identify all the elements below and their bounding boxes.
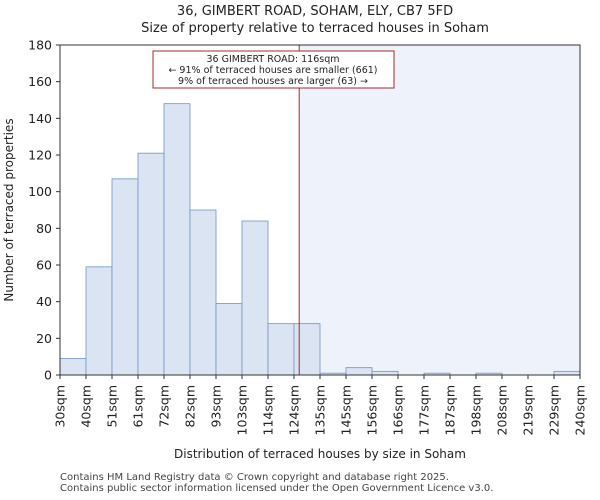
bar: [215, 303, 243, 376]
bar: [85, 266, 113, 376]
y-tick-label: 40: [36, 294, 52, 309]
y-tick-label: 180: [28, 38, 52, 53]
x-tick-label: 166sqm: [391, 385, 406, 435]
annotation-box: 36 GIMBERT ROAD: 116sqm ← 91% of terrace…: [152, 50, 395, 89]
bar: [371, 370, 399, 376]
x-tick-label: 187sqm: [443, 385, 458, 435]
x-tick-label: 114sqm: [261, 385, 276, 435]
y-tick-label: 120: [28, 148, 52, 163]
x-tick-label: 30sqm: [53, 385, 68, 428]
x-tick-label: 61sqm: [131, 385, 146, 428]
x-tick-label: 82sqm: [183, 385, 198, 428]
x-tick-label: 198sqm: [469, 385, 484, 435]
y-axis-label: Number of terraced properties: [2, 118, 16, 301]
chart-title-line1: 36, GIMBERT ROAD, SOHAM, ELY, CB7 5FD: [177, 4, 453, 19]
footer-line1: Contains HM Land Registry data © Crown c…: [60, 472, 449, 483]
bar: [293, 323, 321, 376]
x-tick-label: 219sqm: [521, 385, 536, 435]
y-tick-label: 100: [28, 184, 52, 199]
annotation-line1: 36 GIMBERT ROAD: 116sqm: [206, 54, 339, 65]
y-tick-label: 20: [36, 331, 52, 346]
bar: [59, 358, 87, 376]
x-tick-label: 72sqm: [157, 385, 172, 428]
footer-line2: Contains public sector information licen…: [60, 483, 494, 494]
x-axis-ticks: 30sqm 40sqm 51sqm 61sqm 72sqm 82sqm 93sqm 103sq…: [53, 375, 588, 435]
bar: [189, 209, 217, 376]
y-axis-ticks: 0 20 40 60 80 100 120 140 160 180: [28, 38, 60, 383]
bars: [59, 103, 581, 376]
x-tick-label: 93sqm: [209, 385, 224, 428]
bar: [267, 323, 295, 376]
x-tick-label: 145sqm: [339, 385, 354, 435]
x-tick-label: 103sqm: [235, 385, 250, 435]
y-tick-label: 160: [28, 74, 52, 89]
annotation-line2: ← 91% of terraced houses are smaller (66…: [168, 65, 377, 76]
x-tick-label: 40sqm: [79, 385, 94, 428]
y-tick-label: 0: [44, 368, 52, 383]
x-tick-label: 208sqm: [495, 385, 510, 435]
x-axis-label: Distribution of terraced houses by size …: [174, 447, 466, 461]
y-tick-label: 60: [36, 258, 52, 273]
y-tick-label: 80: [36, 221, 52, 236]
bar: [137, 152, 165, 376]
x-tick-label: 124sqm: [287, 385, 302, 435]
bar: [553, 370, 581, 376]
annotation-line3: 9% of terraced houses are larger (63) →: [178, 76, 368, 87]
x-tick-label: 177sqm: [417, 385, 432, 435]
bar: [345, 367, 373, 376]
x-tick-label: 229sqm: [547, 385, 562, 435]
x-tick-label: 240sqm: [573, 385, 588, 435]
chart-title-line2: Size of property relative to terraced ho…: [141, 21, 489, 36]
x-tick-label: 156sqm: [365, 385, 380, 435]
bar: [163, 103, 191, 376]
x-tick-label: 135sqm: [313, 385, 328, 435]
bar: [241, 220, 269, 376]
y-tick-label: 140: [28, 111, 52, 126]
bar: [111, 178, 139, 376]
larger-region-shade: [299, 45, 580, 375]
x-tick-label: 51sqm: [105, 385, 120, 428]
